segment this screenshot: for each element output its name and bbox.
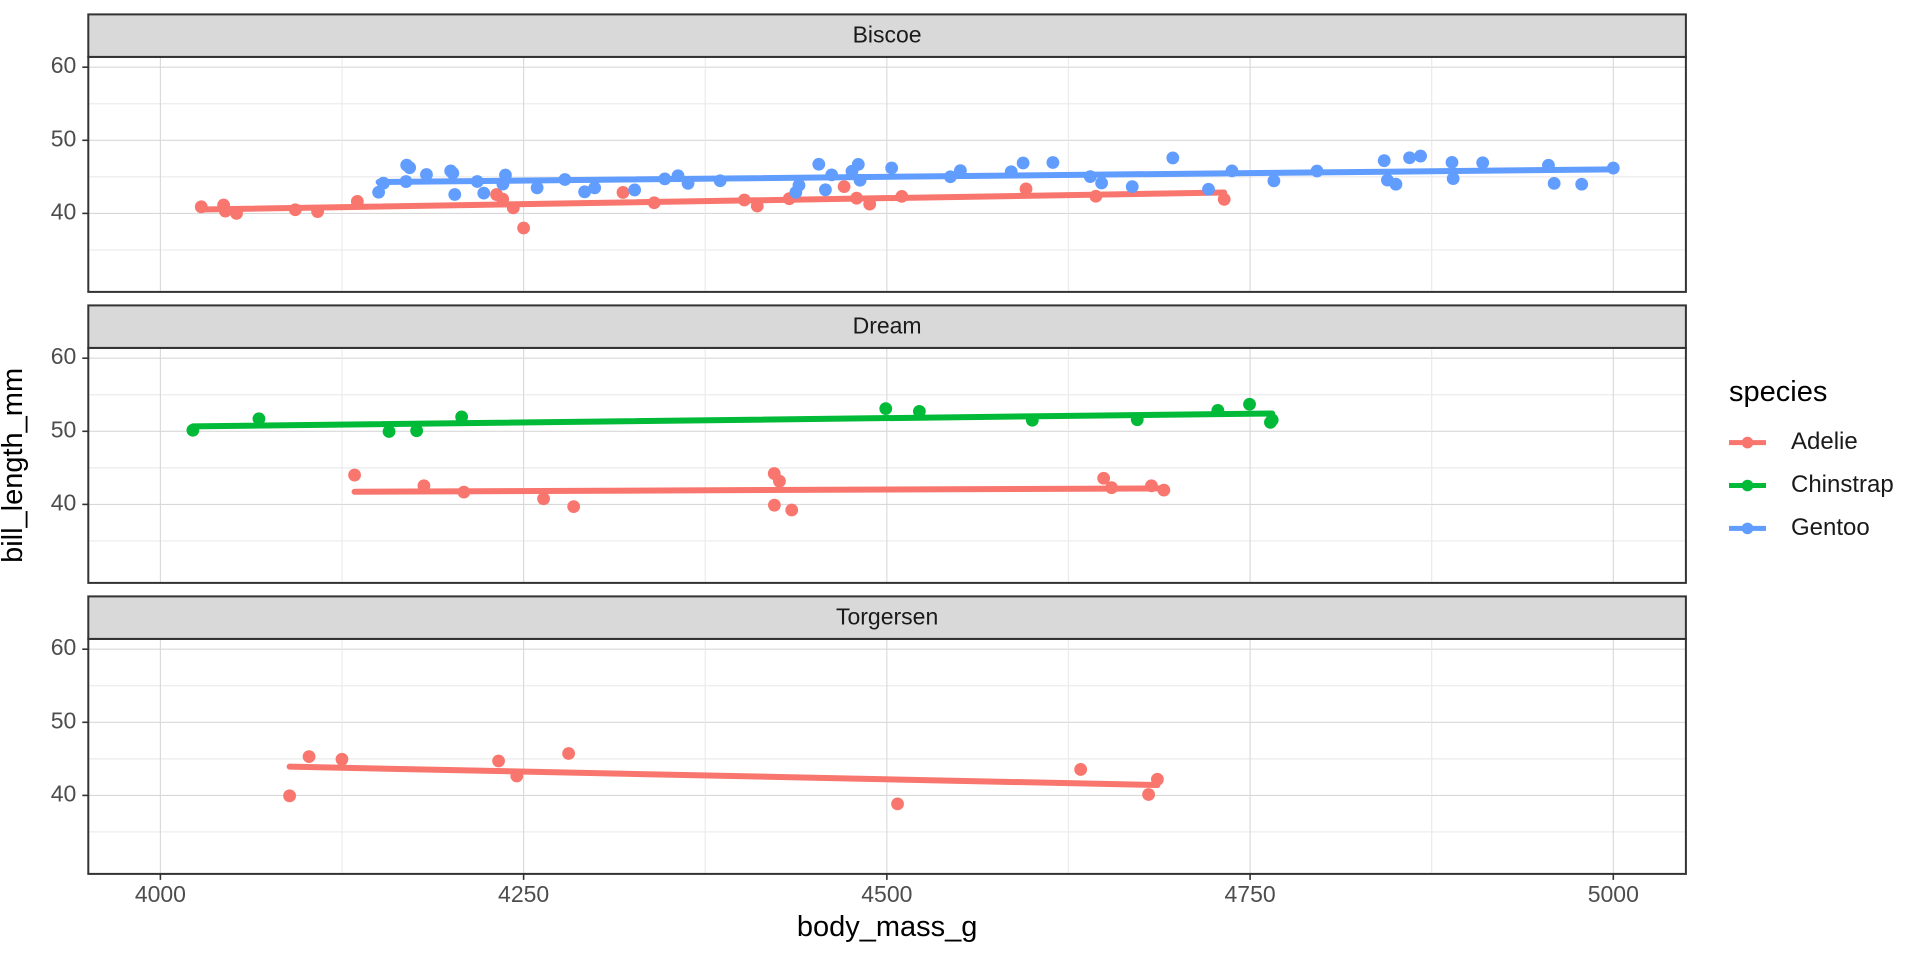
svg-text:50: 50	[51, 125, 77, 151]
svg-text:4000: 4000	[135, 881, 186, 907]
svg-text:Gentoo: Gentoo	[1791, 514, 1870, 541]
svg-text:Chinstrap: Chinstrap	[1791, 471, 1894, 498]
svg-text:body_mass_g: body_mass_g	[797, 911, 978, 943]
svg-text:bill_length_mm: bill_length_mm	[0, 368, 29, 563]
svg-text:40: 40	[51, 780, 77, 806]
svg-text:Biscoe: Biscoe	[853, 22, 922, 48]
svg-text:species: species	[1729, 376, 1827, 408]
svg-text:4750: 4750	[1224, 881, 1275, 907]
svg-text:4250: 4250	[498, 881, 549, 907]
svg-text:40: 40	[51, 198, 77, 224]
svg-text:60: 60	[51, 343, 77, 369]
svg-text:Dream: Dream	[853, 313, 922, 339]
svg-text:40: 40	[51, 489, 77, 515]
svg-text:Torgersen: Torgersen	[836, 604, 938, 630]
svg-text:4500: 4500	[861, 881, 912, 907]
svg-text:50: 50	[51, 707, 77, 733]
svg-text:5000: 5000	[1588, 881, 1639, 907]
svg-text:60: 60	[51, 634, 77, 660]
svg-text:50: 50	[51, 416, 77, 442]
svg-text:Adelie: Adelie	[1791, 428, 1858, 455]
svg-text:60: 60	[51, 52, 77, 78]
